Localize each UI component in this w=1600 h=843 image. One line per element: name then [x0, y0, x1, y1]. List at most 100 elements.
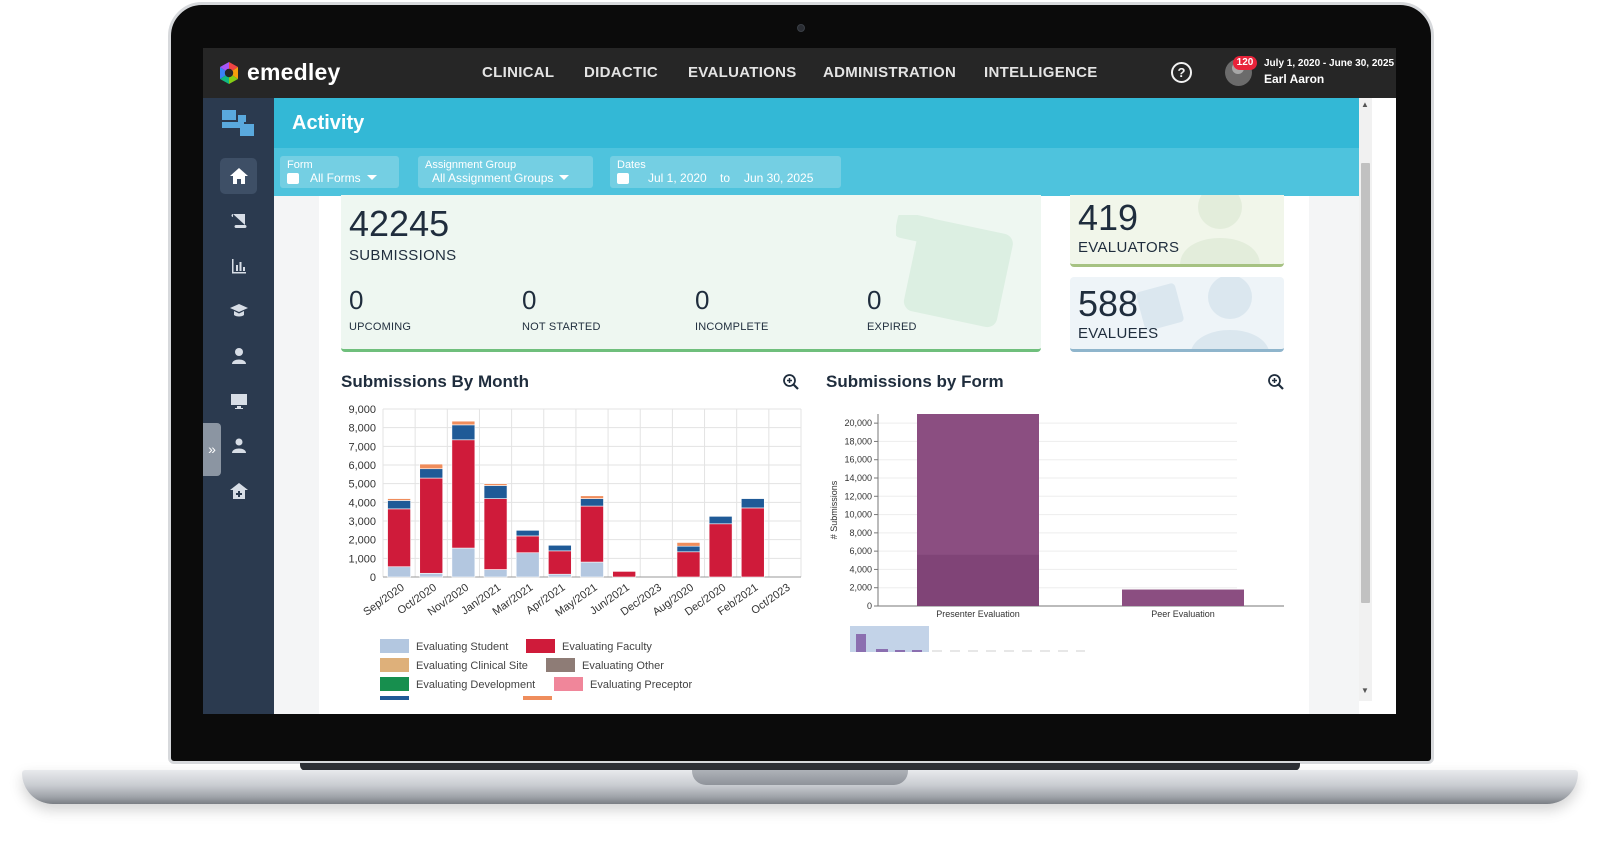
chart-navigator[interactable] — [850, 626, 1090, 654]
sidebar-item-staff[interactable] — [220, 428, 257, 464]
bar-segment[interactable] — [676, 545, 701, 553]
notification-badge[interactable]: 120 — [1233, 56, 1257, 70]
assignment-group-filter[interactable]: Assignment Group All Assignment Groups — [418, 156, 593, 188]
form-bar[interactable] — [1122, 589, 1244, 606]
bar-segment[interactable] — [451, 424, 476, 441]
bar-segment[interactable] — [387, 566, 411, 578]
bar-segment[interactable] — [483, 569, 508, 578]
bar-segment[interactable] — [548, 573, 572, 578]
sidebar-item-education[interactable] — [220, 293, 257, 329]
bar-segment[interactable] — [580, 505, 604, 563]
y-tick-label: 2,000 — [849, 583, 872, 593]
submissions-card[interactable]: 42245 SUBMISSIONS 0 UPCOMING 0 NOT START… — [341, 195, 1041, 352]
date-to[interactable]: Jun 30, 2025 — [744, 171, 814, 185]
submissions-by-form-chart[interactable]: 20,000 18,000 16,000 14,000 12,000 10,000 8,00… — [826, 400, 1286, 630]
sidebar-item-display[interactable] — [220, 383, 257, 419]
nav-evaluations[interactable]: EVALUATIONS — [688, 64, 797, 81]
camera — [797, 24, 805, 32]
zoom-in-icon[interactable] — [1267, 373, 1285, 391]
form-filter[interactable]: Form All Forms — [280, 156, 399, 188]
bar-segment[interactable] — [419, 468, 444, 479]
bar-segment[interactable] — [548, 544, 572, 552]
bar-segment[interactable] — [483, 498, 508, 570]
bar-segment[interactable] — [676, 551, 701, 578]
sidebar-item-people[interactable] — [220, 338, 257, 374]
bar-segment[interactable] — [419, 477, 444, 574]
assignment-group-filter-value[interactable]: All Assignment Groups — [432, 171, 570, 185]
bar-segment[interactable] — [708, 523, 733, 578]
y-tick-label: 0 — [370, 572, 376, 584]
y-tick-label: 8,000 — [348, 423, 376, 435]
sidebar-item-sites[interactable] — [220, 473, 257, 509]
legend-evaluating-development[interactable]: Evaluating Development — [380, 677, 535, 691]
y-tick-label: 4,000 — [849, 564, 872, 574]
bar-segment[interactable] — [548, 550, 572, 575]
bar-segment[interactable] — [419, 463, 444, 470]
evaluees-card[interactable]: 588 EVALUEES — [1070, 277, 1284, 352]
bar-segment[interactable] — [451, 439, 476, 549]
y-tick-label: 5,000 — [348, 479, 376, 491]
sidebar-item-forms[interactable] — [220, 203, 257, 239]
zoom-in-icon[interactable] — [782, 373, 800, 391]
evaluators-card[interactable]: 419 EVALUATORS — [1070, 195, 1284, 267]
bar-segment[interactable] — [387, 498, 411, 501]
sidebar-item-home[interactable] — [220, 158, 257, 194]
bar-segment[interactable] — [387, 500, 411, 510]
x-tick-label: Peer Evaluation — [1151, 609, 1215, 619]
upcoming-label: UPCOMING — [349, 321, 412, 333]
bar-segment[interactable] — [740, 498, 765, 509]
brand-name[interactable]: emedley — [247, 59, 341, 85]
y-tick-label: 6,000 — [348, 460, 376, 472]
expand-sidebar-button[interactable]: » — [203, 423, 221, 476]
bar-segment[interactable] — [708, 516, 733, 525]
bar-segment[interactable] — [515, 535, 540, 554]
scroll-up-arrow-icon[interactable]: ▲ — [1361, 100, 1369, 109]
bar-segment[interactable] — [515, 530, 540, 537]
bar-segment[interactable] — [515, 552, 540, 578]
bar-segment[interactable] — [483, 485, 508, 499]
y-tick-label: 12,000 — [844, 491, 872, 501]
not-started-label: NOT STARTED — [522, 321, 601, 333]
nav-administration[interactable]: ADMINISTRATION — [823, 64, 957, 81]
caret-down-icon — [366, 175, 377, 180]
dates-filter[interactable]: Dates Jul 1, 2020 to Jun 30, 2025 — [610, 156, 841, 188]
dashboard-logo-icon[interactable] — [222, 110, 254, 136]
submissions-by-month-chart[interactable]: 9,000 8,000 7,000 6,000 5,000 4,000 3,000 2,000… — [336, 400, 806, 630]
bar-segment[interactable] — [580, 498, 604, 507]
bar-segment[interactable] — [451, 420, 476, 426]
legend-evaluating-student[interactable]: Evaluating Student — [380, 639, 508, 653]
legend-evaluating-preceptor[interactable]: Evaluating Preceptor — [554, 677, 692, 691]
home-icon — [229, 168, 248, 184]
upcoming-count: 0 — [349, 285, 364, 315]
legend-swatch — [380, 658, 409, 672]
nav-clinical[interactable]: CLINICAL — [482, 64, 555, 81]
help-icon[interactable]: ? — [1171, 62, 1192, 83]
bar-segment[interactable] — [387, 508, 411, 568]
emedley-logo-icon[interactable] — [217, 61, 241, 85]
y-tick-label: 18,000 — [844, 436, 872, 446]
form-filter-value[interactable]: All Forms — [310, 171, 377, 185]
bar-segment[interactable] — [580, 561, 604, 578]
date-from[interactable]: Jul 1, 2020 — [648, 171, 707, 185]
legend-evaluating-faculty[interactable]: Evaluating Faculty — [526, 639, 652, 653]
bar-segment[interactable] — [612, 571, 636, 578]
clipboard-watermark-icon — [896, 215, 1013, 328]
nav-didactic[interactable]: DIDACTIC — [584, 64, 659, 81]
bar-segment[interactable] — [451, 547, 476, 578]
bar-segment[interactable] — [419, 572, 444, 578]
scroll-down-arrow-icon[interactable]: ▼ — [1361, 686, 1369, 695]
user-name[interactable]: Earl Aaron — [1264, 72, 1325, 86]
bar-segment[interactable] — [483, 483, 508, 486]
sidebar-item-reports[interactable] — [220, 248, 257, 284]
user-group-icon — [231, 438, 246, 453]
legend-swatch — [380, 639, 409, 653]
legend-evaluating-other[interactable]: Evaluating Other — [546, 658, 664, 672]
bar-segment[interactable] — [740, 507, 765, 578]
bar-segment[interactable] — [676, 542, 701, 547]
bar-segment[interactable] — [580, 495, 604, 499]
evaluators-label: EVALUATORS — [1078, 239, 1180, 256]
nav-intelligence[interactable]: INTELLIGENCE — [984, 64, 1098, 81]
scrollbar-thumb[interactable] — [1361, 163, 1370, 603]
caret-down-icon — [559, 175, 570, 180]
legend-evaluating-clinical-site[interactable]: Evaluating Clinical Site — [380, 658, 528, 672]
